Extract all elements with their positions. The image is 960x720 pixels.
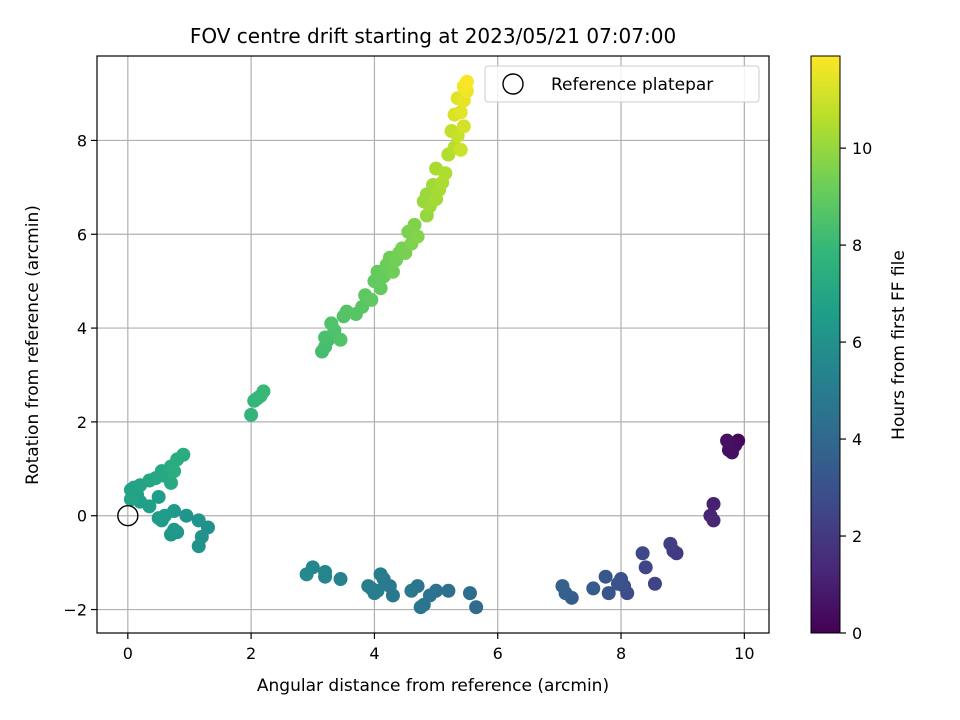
colorbar-tick-label: 8 [852,236,862,255]
scatter-point [601,586,616,601]
x-tick-label: 0 [123,644,133,663]
y-tick-label: 8 [77,131,87,150]
x-tick-label: 6 [493,644,503,663]
x-axis-label: Angular distance from reference (arcmin) [257,676,609,696]
plot-frame [96,55,770,634]
scatter-points [123,74,746,615]
scatter-point [373,567,388,582]
scatter-point [157,508,172,523]
scatter-point [361,579,376,594]
scatter-point [324,316,339,331]
scatter-point [469,600,484,615]
scatter-point [333,572,348,587]
scatter-point [318,565,333,580]
colorbar: 0 2 4 6 8 10 Hours from first FF file [810,55,909,643]
colorbar-tick-label: 2 [852,527,862,546]
colorbar-gradient [811,56,840,633]
colorbar-tick-label: 6 [852,333,862,352]
scatter-point [364,292,379,307]
colorbar-tick-label: 10 [852,139,872,158]
colorbar-frame [810,55,841,634]
y-tick-label: 2 [77,413,87,432]
legend-entry-reference: Reference platepar [551,75,713,95]
scatter-point [151,489,166,504]
scatter-point [407,217,422,232]
scatter-point [191,539,206,554]
scatter-point [453,142,468,157]
scatter-point [176,447,191,462]
reference-marker-group [117,505,139,527]
y-tick-label: 4 [77,319,87,338]
scatter-point [191,513,206,528]
scatter-point [333,332,348,347]
y-tick-label: −2 [63,601,87,620]
colorbar-tick-label: 4 [852,430,862,449]
scatter-point [635,546,650,561]
scatter-point [725,445,740,460]
scatter-point [459,74,474,89]
grid [97,56,769,633]
scatter-point [453,105,468,120]
scatter-point [413,600,428,615]
x-tick-label: 10 [734,644,754,663]
scatter-point [404,583,419,598]
scatter-point [462,586,477,601]
scatter-point [179,508,194,523]
scatter-point [610,576,625,591]
scatter-point [555,579,570,594]
scatter-point [720,433,735,448]
x-tick-label: 4 [369,644,379,663]
scatter-point [586,581,601,596]
scatter-point [706,513,721,528]
scatter-point [410,229,425,244]
legend: Reference platepar [484,65,760,103]
chart-title: FOV centre drift starting at 2023/05/21 … [190,24,676,48]
legend-reference-marker [502,73,524,95]
colorbar-tick-label: 0 [852,624,862,643]
y-tick-label: 0 [77,507,87,526]
y-tick-label: 6 [77,225,87,244]
colorbar-ticks: 0 2 4 6 8 10 [840,139,872,643]
scatter-point [385,264,400,279]
scatter-point [123,492,138,507]
scatter-point [663,536,678,551]
scatter-point [441,583,456,598]
scatter-point [163,475,178,490]
y-axis-ticks: −2 0 2 4 6 8 [63,131,97,620]
x-tick-label: 8 [616,644,626,663]
x-tick-label: 2 [246,644,256,663]
scatter-point [373,281,388,296]
scatter-point [299,567,314,582]
scatter-point [456,119,471,134]
scatter-point [438,166,453,181]
scatter-point [598,569,613,584]
reference-platepar-marker [117,505,139,527]
scatter-point [638,560,653,575]
scatter-point [244,407,259,422]
x-axis-ticks: 0 2 4 6 8 10 [123,633,755,663]
scatter-point [706,496,721,511]
legend-box [484,65,760,103]
scatter-point [647,576,662,591]
y-axis-label: Rotation from reference (arcmin) [23,205,43,485]
scatter-point [167,464,182,479]
scatter-point [256,384,271,399]
scatter-point [167,522,182,537]
colorbar-label: Hours from first FF file [889,250,909,440]
